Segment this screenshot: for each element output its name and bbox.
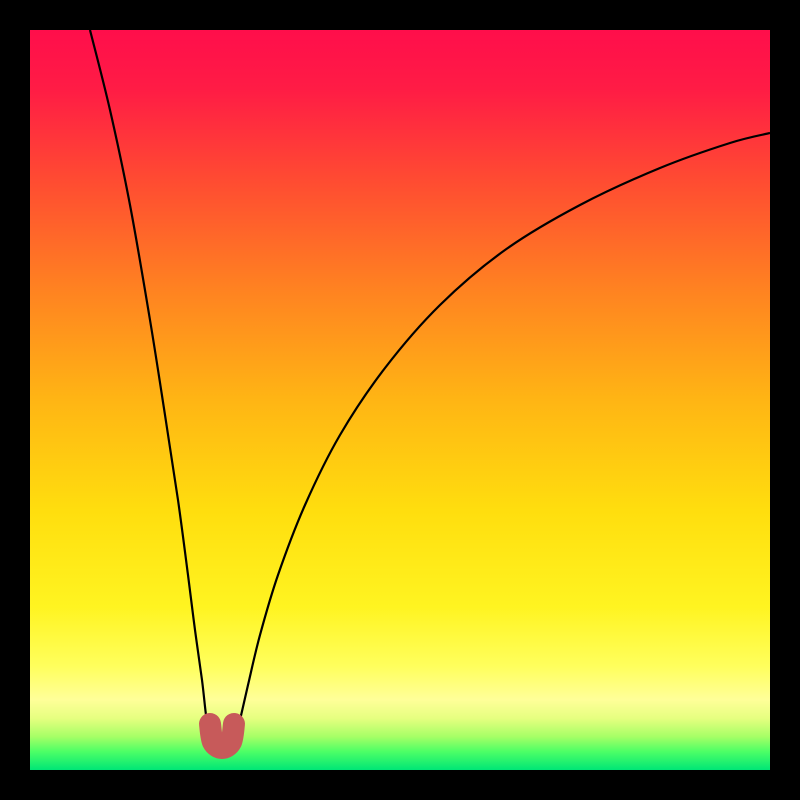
border-left [0,0,30,800]
border-top [0,0,800,30]
plot-background [30,30,770,770]
border-right [770,0,800,800]
plot-area [30,30,770,770]
border-bottom [0,770,800,800]
plot-svg [30,30,770,770]
chart-frame: TheBottlenecker.com [0,0,800,800]
